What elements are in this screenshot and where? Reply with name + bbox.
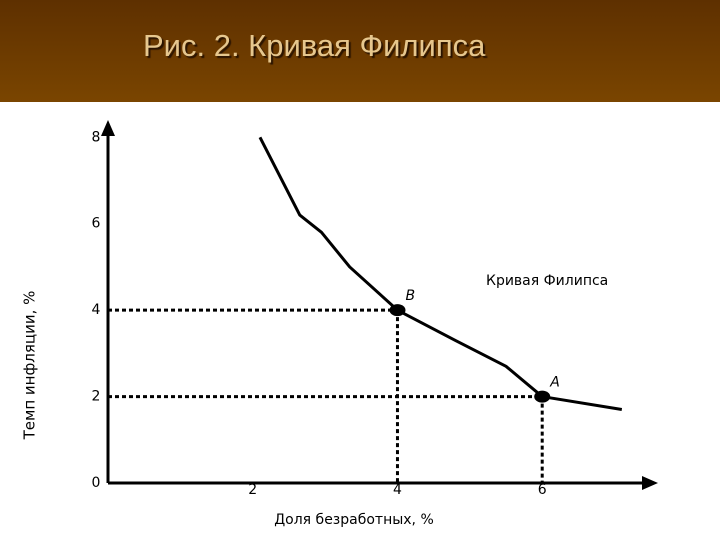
point (389, 304, 406, 317)
x-axis-arrow (642, 476, 658, 490)
x-tick-label: 6 (538, 482, 547, 498)
y-tick-label: 8 (92, 129, 101, 145)
point-label: A (549, 375, 560, 391)
curve-label: Кривая Филипса (486, 273, 608, 289)
chart-title: Рис. 2. Кривая Филипса (143, 28, 486, 63)
y-tick-label: 6 (92, 216, 101, 232)
x-tick-label: 4 (393, 482, 402, 498)
y-tick-label: 2 (92, 389, 101, 405)
y-axis-arrow (101, 120, 115, 136)
y-tick-label: 4 (92, 302, 101, 318)
y-tick-label: 0 (92, 475, 101, 491)
header (0, 0, 720, 102)
x-tick-label: 2 (248, 482, 257, 498)
y-axis-label: Темп инфляции, % (21, 291, 39, 441)
point-label: B (405, 288, 415, 304)
x-axis-label: Доля безработных, % (274, 512, 434, 528)
point (534, 390, 551, 403)
